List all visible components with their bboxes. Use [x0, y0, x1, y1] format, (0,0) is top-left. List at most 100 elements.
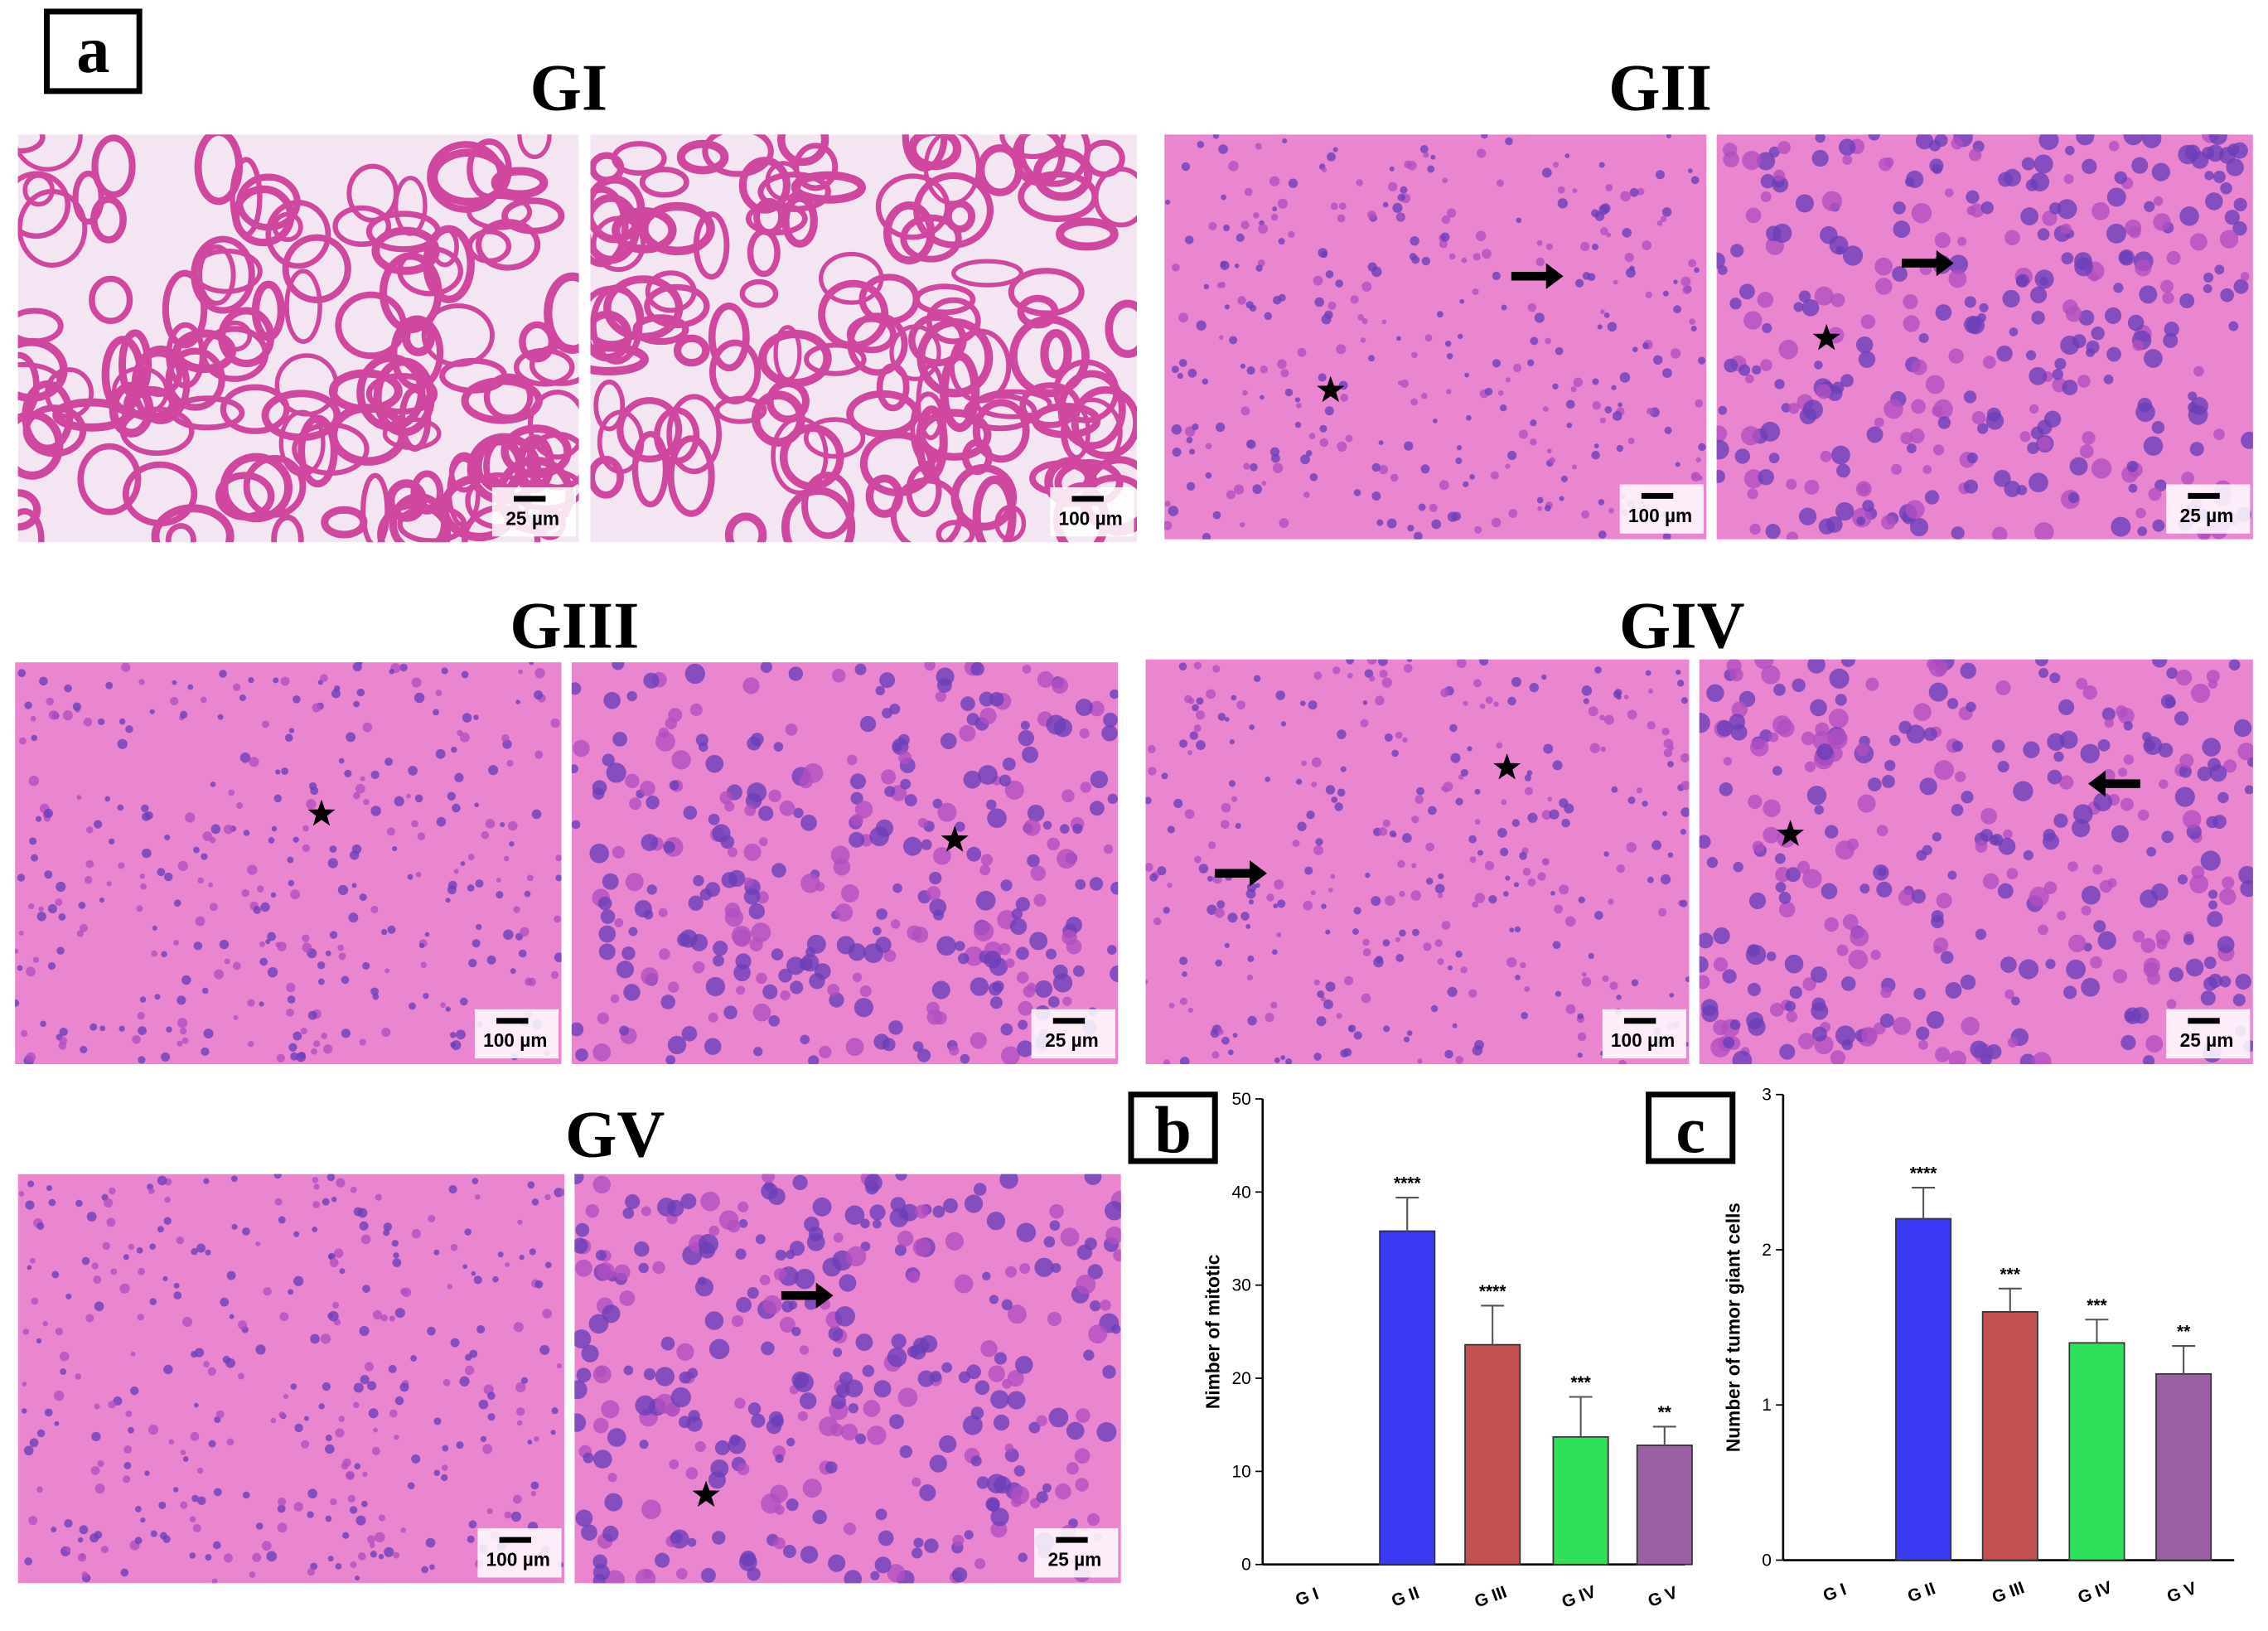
nucleus [2082, 158, 2097, 175]
nucleus [1768, 732, 1779, 743]
nucleus [338, 1416, 346, 1422]
nucleus [808, 1055, 820, 1065]
nucleus [2081, 885, 2101, 905]
nucleus [970, 977, 989, 996]
nucleus [1385, 895, 1395, 906]
nucleus [399, 1382, 409, 1392]
nucleus [2029, 472, 2048, 493]
nucleus [2161, 830, 2174, 844]
nucleus [773, 1268, 786, 1281]
nucleus [847, 754, 858, 766]
nucleus [2128, 225, 2141, 239]
nucleus [887, 1347, 907, 1367]
nucleus [1410, 890, 1421, 901]
nucleus [256, 885, 264, 893]
nucleus [524, 890, 531, 898]
nucleus [44, 1408, 53, 1417]
nucleus [872, 1219, 882, 1229]
nucleus [1975, 928, 1987, 941]
nucleus [2037, 437, 2052, 451]
nucleus [106, 881, 112, 887]
nucleus [181, 1316, 193, 1328]
nucleus [2143, 957, 2161, 975]
nucleus [47, 903, 57, 913]
nucleus [2137, 809, 2150, 821]
nucleus [755, 1234, 766, 1245]
nucleus [1234, 263, 1240, 269]
nucleus [604, 1493, 623, 1512]
nucleus [293, 1275, 304, 1286]
nucleus [2212, 170, 2226, 183]
nucleus [1401, 833, 1412, 844]
nucleus [1592, 243, 1599, 250]
gland [590, 175, 646, 244]
nucleus [1619, 372, 1631, 383]
nucleus [2131, 157, 2149, 174]
nucleus [791, 1327, 801, 1337]
nucleus [356, 688, 365, 697]
nucleus [663, 840, 675, 854]
nucleus [2232, 142, 2248, 159]
nucleus [2069, 457, 2088, 476]
nucleus [161, 951, 167, 957]
nucleus [573, 739, 590, 757]
nucleus [912, 1041, 924, 1053]
nucleus [1007, 1304, 1027, 1324]
nucleus [1313, 275, 1323, 286]
panel-label-box [1646, 1091, 1736, 1164]
nucleus [329, 845, 337, 853]
nucleus [102, 1241, 111, 1251]
nucleus [1245, 888, 1256, 899]
nucleus [575, 1259, 592, 1277]
x-tick-label: G IV [2076, 1578, 2115, 1608]
gland [781, 486, 856, 543]
nucleus [407, 1482, 415, 1490]
nucleus [410, 1355, 418, 1362]
nucleus [352, 662, 362, 672]
nucleus [1555, 990, 1562, 997]
nucleus [1388, 181, 1398, 191]
nucleus [834, 1306, 856, 1327]
micrograph [571, 662, 1119, 1065]
nucleus [337, 884, 349, 896]
nucleus [1353, 907, 1361, 915]
nucleus [973, 921, 994, 941]
gland [491, 167, 549, 199]
nucleus [132, 1035, 141, 1044]
bar [1379, 1230, 1436, 1566]
nucleus [1178, 359, 1187, 367]
nucleus [1527, 359, 1535, 367]
nucleus [1224, 717, 1230, 722]
nucleus [452, 803, 461, 813]
nucleus [897, 733, 910, 746]
nucleus [473, 1275, 482, 1285]
nucleus [460, 997, 468, 1006]
gland [475, 219, 541, 271]
nucleus [1655, 170, 1665, 180]
nucleus [1184, 235, 1194, 244]
nucleus [1699, 835, 1711, 849]
nucleus [223, 1553, 234, 1563]
nucleus [1856, 516, 1866, 526]
nucleus [180, 1450, 186, 1455]
nucleus [878, 1530, 894, 1546]
nucleus [2007, 1037, 2019, 1048]
nucleus [748, 903, 765, 920]
nucleus [467, 1535, 475, 1543]
nucleus [1407, 161, 1417, 171]
nucleus [236, 802, 244, 810]
nucleus [2179, 765, 2192, 778]
nucleus [36, 1486, 43, 1493]
nucleus [1850, 927, 1869, 947]
nucleus [1332, 666, 1341, 675]
nucleus [1898, 889, 1915, 906]
nucleus [542, 1309, 553, 1319]
nucleus [1103, 844, 1114, 854]
bar [1981, 1311, 2038, 1561]
nucleus [1598, 530, 1607, 539]
error-bar [1652, 1425, 1676, 1445]
nucleus [1434, 883, 1445, 894]
nucleus [912, 1547, 923, 1559]
nucleus [290, 889, 301, 900]
nucleus [1227, 1049, 1234, 1056]
